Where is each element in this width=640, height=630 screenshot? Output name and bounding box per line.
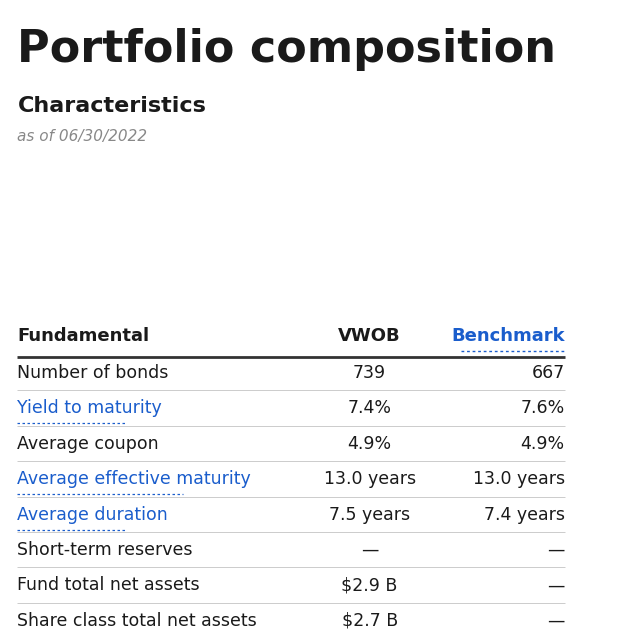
Text: Short-term reserves: Short-term reserves [17, 541, 193, 559]
Text: VWOB: VWOB [339, 327, 401, 345]
Text: —: — [547, 576, 564, 595]
Text: Average coupon: Average coupon [17, 435, 159, 453]
Text: 7.4 years: 7.4 years [484, 506, 564, 524]
Text: Portfolio composition: Portfolio composition [17, 28, 556, 71]
Text: 4.9%: 4.9% [520, 435, 564, 453]
Text: $2.9 B: $2.9 B [342, 576, 398, 595]
Text: $2.7 B: $2.7 B [342, 612, 398, 630]
Text: 13.0 years: 13.0 years [324, 470, 416, 488]
Text: Average duration: Average duration [17, 506, 168, 524]
Text: Share class total net assets: Share class total net assets [17, 612, 257, 630]
Text: Characteristics: Characteristics [17, 96, 206, 117]
Text: Average effective maturity: Average effective maturity [17, 470, 252, 488]
Text: 7.6%: 7.6% [520, 399, 564, 417]
Text: 667: 667 [531, 364, 564, 382]
Text: Yield to maturity: Yield to maturity [17, 399, 162, 417]
Text: 7.4%: 7.4% [348, 399, 392, 417]
Text: 7.5 years: 7.5 years [329, 506, 410, 524]
Text: —: — [547, 612, 564, 630]
Text: —: — [361, 541, 378, 559]
Text: as of 06/30/2022: as of 06/30/2022 [17, 129, 148, 144]
Text: Fund total net assets: Fund total net assets [17, 576, 200, 595]
Text: 4.9%: 4.9% [348, 435, 392, 453]
Text: Benchmark: Benchmark [451, 327, 564, 345]
Text: Fundamental: Fundamental [17, 327, 150, 345]
Text: 739: 739 [353, 364, 386, 382]
Text: Number of bonds: Number of bonds [17, 364, 169, 382]
Text: 13.0 years: 13.0 years [472, 470, 564, 488]
Text: —: — [547, 541, 564, 559]
